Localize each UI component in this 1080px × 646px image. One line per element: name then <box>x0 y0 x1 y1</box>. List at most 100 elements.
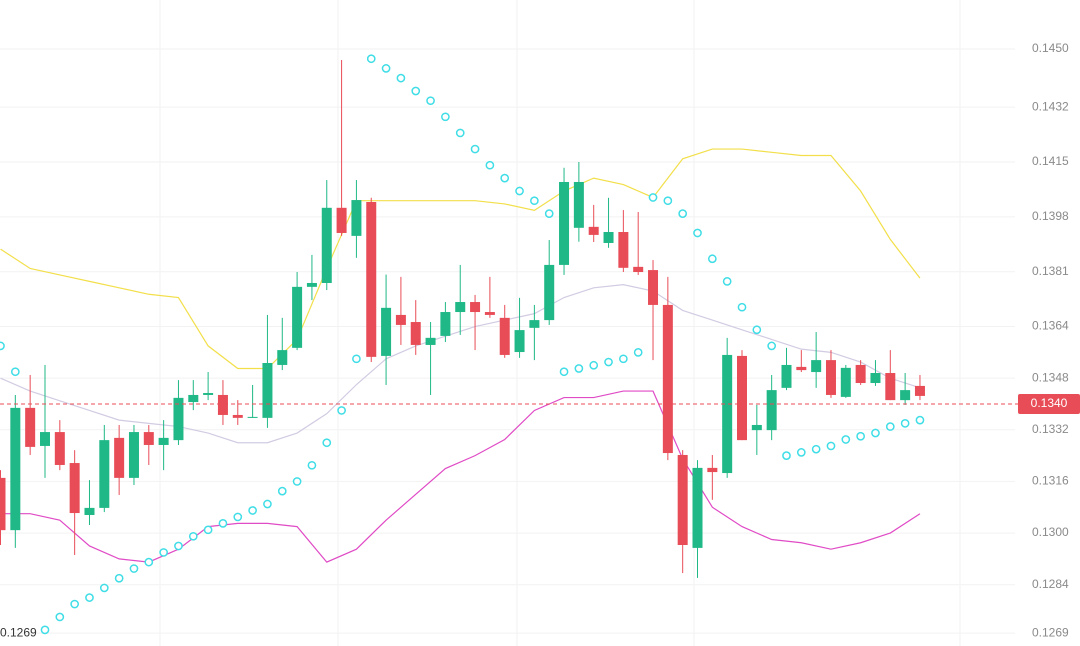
sar-dot <box>826 441 836 451</box>
candle-body <box>707 467 718 473</box>
candle-body <box>514 330 525 353</box>
sar-dot <box>352 354 361 364</box>
candle-body <box>440 312 451 336</box>
candle-body <box>203 393 214 395</box>
sar-dot <box>40 625 50 635</box>
y-tick-label: 0.1450 <box>1032 41 1069 55</box>
sar-dot <box>559 367 569 377</box>
sar-dot <box>322 438 332 448</box>
candle-body <box>158 437 169 445</box>
sar-dot <box>85 593 94 602</box>
candle-body <box>143 432 154 445</box>
candle-body <box>25 407 36 447</box>
candle-body <box>321 207 332 283</box>
candle-body <box>217 394 228 415</box>
sar-dot <box>366 54 376 64</box>
candle-body <box>484 312 495 315</box>
candle-body <box>737 355 747 441</box>
lowest-price-label: 0.1269 <box>0 625 37 639</box>
candle-body <box>232 414 243 418</box>
candle-body <box>395 314 406 325</box>
sar-dot <box>900 419 910 428</box>
candle-body <box>870 373 881 384</box>
candle-body <box>292 286 303 348</box>
candle-body <box>781 364 792 388</box>
candle-body <box>306 282 317 287</box>
sar-dot <box>248 506 257 515</box>
last-price-label: 0.1340 <box>1031 396 1068 410</box>
sar-dot <box>426 96 435 106</box>
sar-dot <box>470 144 480 154</box>
y-tick-label: 0.1332 <box>1032 422 1069 436</box>
y-tick-label: 0.1300 <box>1032 525 1069 539</box>
candle-body <box>618 232 629 268</box>
candle-body <box>366 201 377 357</box>
candle-body <box>54 432 65 465</box>
sar-dot <box>10 367 20 377</box>
candle-body <box>544 264 555 321</box>
sar-dot <box>811 444 821 454</box>
candle-body <box>840 367 851 397</box>
sar-dot <box>796 448 806 457</box>
candle-body <box>529 320 540 328</box>
sar-dot <box>782 451 791 460</box>
candle-body <box>722 354 733 474</box>
sar-dot <box>663 196 673 206</box>
sar-dot <box>70 599 80 609</box>
sar-dot <box>381 64 391 73</box>
candle-body <box>811 360 822 373</box>
candle-body <box>39 432 50 446</box>
candle-body <box>900 390 911 401</box>
grid <box>0 48 1015 634</box>
candle-body <box>855 364 866 384</box>
sar-dot <box>159 548 168 557</box>
overlays <box>0 54 925 635</box>
sar-dot <box>411 86 421 96</box>
candle-body <box>603 232 614 243</box>
candle-body <box>662 304 673 454</box>
candle-body <box>677 454 688 546</box>
candle-body <box>633 266 644 273</box>
candle-body <box>188 394 199 403</box>
sar-dot <box>885 422 895 431</box>
candle-body <box>351 200 362 236</box>
candle-body <box>0 477 6 531</box>
sar-dot <box>515 186 524 196</box>
candle-body <box>425 337 436 345</box>
sar-dot <box>203 525 213 535</box>
sar-dot <box>114 573 124 583</box>
sar-dot <box>99 583 109 593</box>
sar-dot <box>129 564 139 573</box>
sar-dot <box>841 435 851 444</box>
sar-dot <box>707 254 717 264</box>
candle-body <box>10 407 21 531</box>
candle-body <box>84 507 95 515</box>
y-tick-label: 0.1348 <box>1032 370 1069 384</box>
candle-body <box>766 390 777 431</box>
sar-dot <box>544 209 554 218</box>
sar-dot <box>633 348 643 357</box>
y-tick-label: 0.1284 <box>1032 577 1069 591</box>
sar-dot <box>678 209 688 218</box>
sar-dot <box>871 428 880 438</box>
sar-dot <box>174 541 183 551</box>
sar-dot <box>144 557 154 567</box>
sar-dot <box>337 406 346 415</box>
indicator-line <box>0 390 921 563</box>
sar-dot <box>455 128 465 138</box>
candle-body <box>751 424 762 431</box>
candle-body <box>648 270 659 305</box>
sar-dot <box>752 325 762 335</box>
sar-dot <box>589 360 599 370</box>
y-tick-label: 0.1364 <box>1032 319 1069 333</box>
sar-dot <box>500 173 510 183</box>
sar-dot <box>574 364 584 373</box>
candle-body <box>69 463 80 514</box>
candle-body <box>825 360 836 395</box>
sar-dot <box>619 354 628 364</box>
candle-body <box>914 385 925 396</box>
